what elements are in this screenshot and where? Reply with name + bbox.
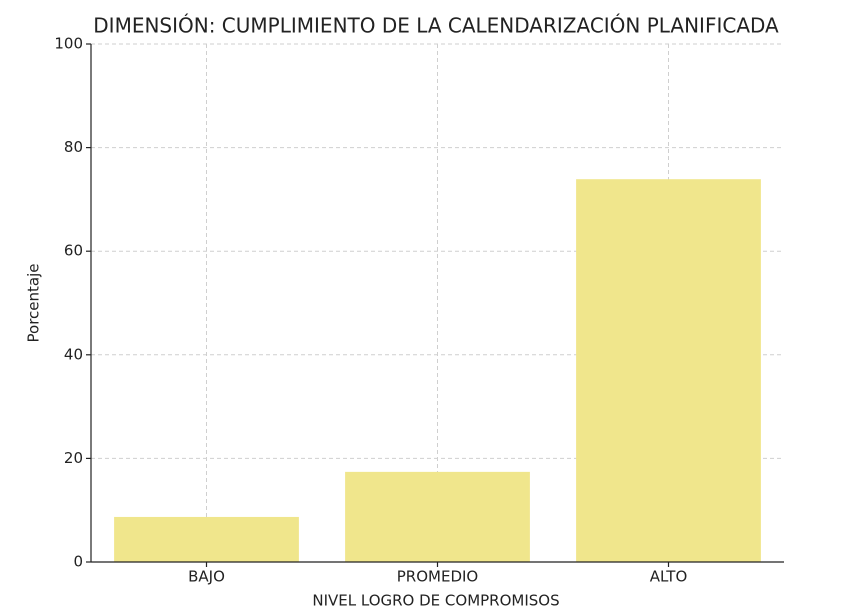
- y-tick-label: 20: [64, 449, 83, 467]
- bar: [576, 179, 761, 562]
- y-tick-label: 40: [64, 345, 83, 363]
- x-tick-label: PROMEDIO: [397, 568, 478, 586]
- x-axis-label: NIVEL LOGRO DE COMPROMISOS: [312, 592, 559, 608]
- y-tick-label: 0: [73, 553, 83, 571]
- x-tick-label: ALTO: [650, 568, 688, 586]
- y-tick-label: 80: [64, 138, 83, 156]
- y-axis-label: Porcentaje: [25, 264, 43, 343]
- y-tick-label: 100: [54, 35, 83, 53]
- y-tick-label: 60: [64, 242, 83, 260]
- bar: [114, 516, 299, 562]
- bar: [345, 471, 530, 562]
- chart-title: DIMENSIÓN: CUMPLIMIENTO DE LA CALENDARIZ…: [93, 14, 779, 38]
- x-tick-label: BAJO: [188, 568, 225, 586]
